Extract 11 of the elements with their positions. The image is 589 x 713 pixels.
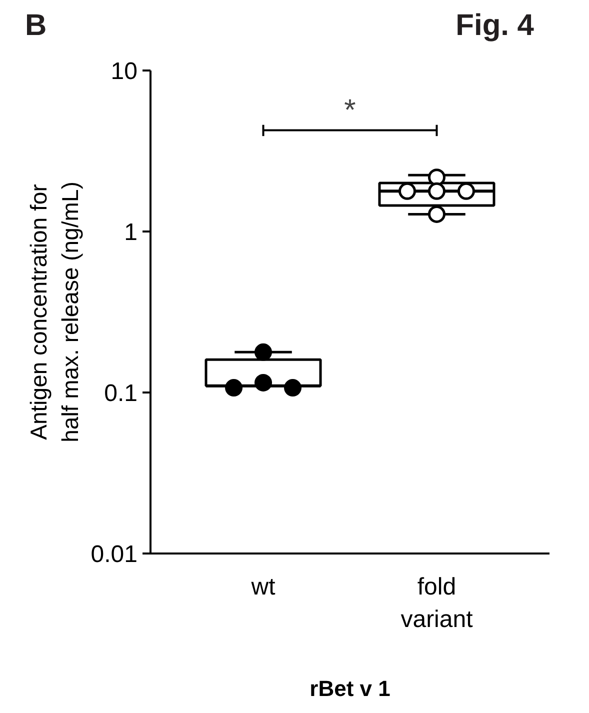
- y-axis-title: Antigen concentration for half max. release (ng/mL): [26, 182, 83, 442]
- y-tick-label: 10: [110, 58, 138, 85]
- x-tick-label: wt: [250, 574, 276, 600]
- y-tick-label: 0.01: [90, 541, 138, 568]
- caption: Fig. 4: [456, 8, 534, 44]
- x-tick-label: fold variant: [400, 574, 474, 633]
- text: B: [25, 8, 47, 44]
- y-tick-label: 0.1: [104, 380, 138, 407]
- x-axis-title: rBet v 1: [310, 676, 390, 701]
- y-tick-label: 1: [124, 219, 138, 246]
- annotation: *: [344, 94, 356, 127]
